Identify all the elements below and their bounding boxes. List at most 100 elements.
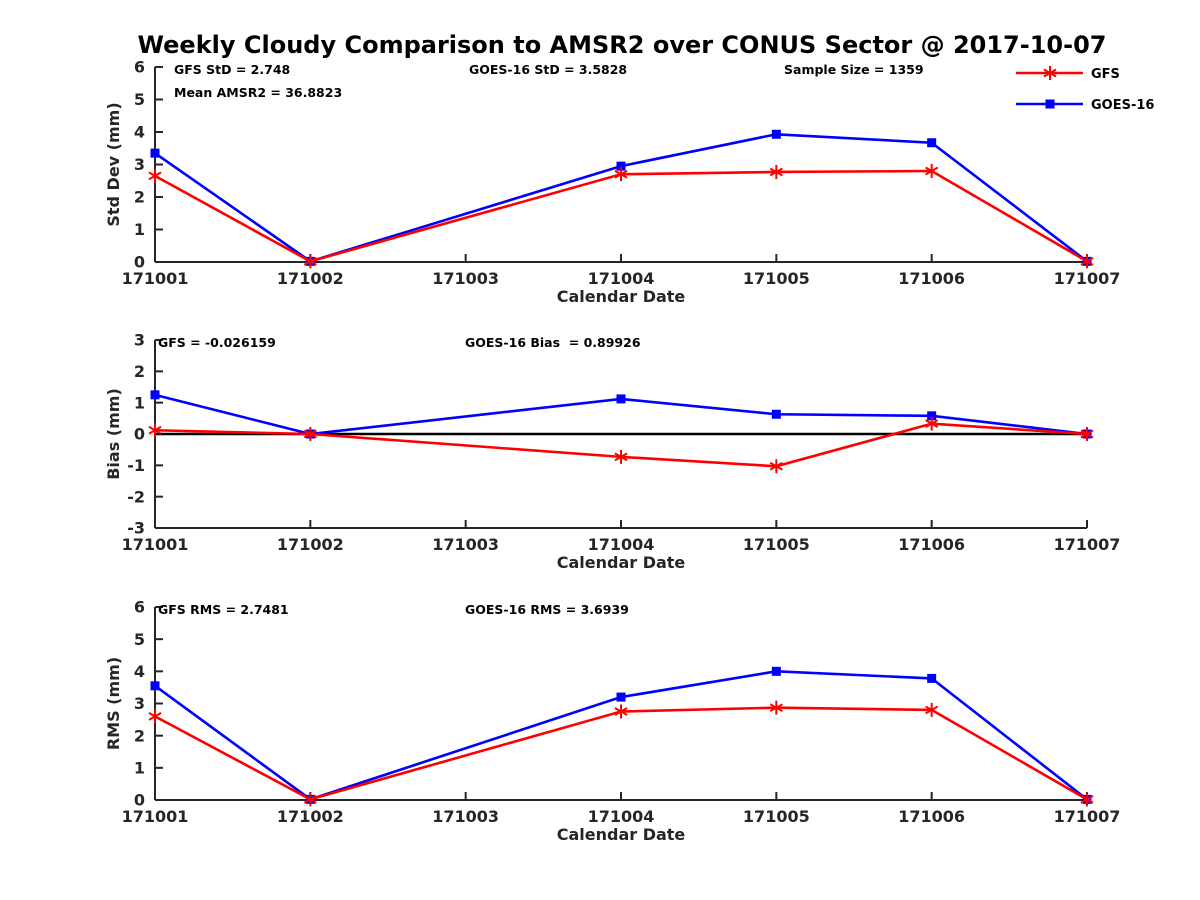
x-tick-label: 171003: [432, 807, 499, 826]
y-tick-label: 0: [134, 791, 145, 810]
stddev-subplot: 0 1 2 3 4 5 6 171001 171002 171003 171004 171005 171…: [104, 58, 1120, 306]
goes-16-series-line: [154, 132, 1088, 263]
rms-x-axis-label: Calendar Date: [557, 825, 686, 844]
rms-y-axis-label: RMS (mm): [104, 657, 123, 750]
figure-title: Weekly Cloudy Comparison to AMSR2 over C…: [137, 31, 1107, 59]
gfs-marker-asterisk: [1080, 427, 1094, 441]
gfs-marker-asterisk: [925, 164, 939, 178]
stddev-annotation: GFS StD = 2.748: [174, 62, 290, 77]
x-tick-label: 171007: [1054, 807, 1121, 826]
y-tick-label: 5: [134, 630, 145, 649]
stddev-y-axis-label: Std Dev (mm): [104, 102, 123, 226]
y-tick-label: -3: [127, 519, 145, 538]
gfs-marker-asterisk: [303, 427, 317, 441]
goes-16-marker-square: [771, 666, 781, 676]
goes-16-marker-square: [150, 390, 160, 400]
goes-16-marker-square: [616, 394, 626, 404]
gfs-legend-marker-asterisk: [1043, 66, 1057, 80]
x-tick-label: 171004: [588, 807, 655, 826]
x-tick-label: 171005: [743, 535, 810, 554]
bias-annotation: GOES-16 Bias = 0.89926: [465, 335, 641, 350]
goes-16-marker-square: [927, 411, 937, 421]
y-tick-label: 0: [134, 253, 145, 272]
legend-entry-goes-16: [1016, 99, 1083, 109]
legend-label-goes16: GOES-16: [1091, 98, 1154, 113]
x-tick-label: 171001: [122, 535, 189, 554]
gfs-series-line: [154, 706, 1088, 801]
x-tick-label: 171004: [588, 535, 655, 554]
goes-16-marker-square: [927, 673, 937, 683]
x-tick-label: 171003: [432, 269, 499, 288]
gfs-marker-asterisk: [303, 792, 317, 807]
y-tick-label: 4: [134, 123, 145, 142]
y-tick-label: 0: [134, 425, 145, 444]
y-tick-label: 4: [134, 662, 145, 681]
y-tick-label: -1: [127, 456, 145, 475]
y-tick-label: 5: [134, 90, 145, 109]
x-tick-label: 171007: [1054, 269, 1121, 288]
x-tick-label: 171003: [432, 535, 499, 554]
goes-16-marker-square: [150, 681, 160, 691]
gfs-series-line: [154, 169, 1088, 263]
legend-entry-gfs: [1016, 66, 1083, 80]
gfs-marker-asterisk: [614, 449, 628, 464]
gfs-marker-asterisk: [925, 416, 939, 431]
gfs-series-line: [154, 422, 1088, 468]
x-tick-label: 171005: [743, 807, 810, 826]
y-tick-label: 1: [134, 393, 145, 412]
y-tick-label: 1: [134, 220, 145, 239]
rms-annotation: GOES-16 RMS = 3.6939: [465, 602, 629, 617]
x-tick-label: 171006: [898, 535, 965, 554]
gfs-marker-asterisk: [769, 164, 783, 179]
y-tick-label: 2: [134, 726, 145, 745]
gfs-marker-asterisk: [614, 704, 628, 719]
gfs-marker-asterisk: [925, 702, 939, 717]
x-tick-label: 171006: [898, 807, 965, 826]
stddev-annotation: Mean AMSR2 = 36.8823: [174, 85, 342, 100]
y-tick-label: 6: [134, 58, 145, 77]
stddev-annotation: GOES-16 StD = 3.5828: [469, 62, 627, 77]
rms-annotation: GFS RMS = 2.7481: [158, 602, 289, 617]
goes-16-marker-square: [616, 161, 626, 171]
y-tick-label: 3: [134, 694, 145, 713]
gfs-marker-asterisk: [148, 168, 162, 183]
x-tick-label: 171004: [588, 269, 655, 288]
gfs-marker-asterisk: [614, 167, 628, 182]
gfs-marker-asterisk: [148, 423, 162, 438]
goes-16-marker-square: [771, 129, 781, 139]
y-tick-label: -2: [127, 487, 145, 506]
y-tick-label: 3: [134, 155, 145, 174]
goes-16-marker-square: [150, 148, 160, 158]
x-tick-label: 171007: [1054, 535, 1121, 554]
goes-16-legend-marker-square: [1045, 99, 1055, 109]
gfs-marker-asterisk: [148, 709, 162, 724]
goes-16-series-line: [154, 670, 1088, 801]
goes-16-series-line: [154, 393, 1088, 436]
bias-annotation: GFS = -0.026159: [158, 335, 276, 350]
gfs-marker-asterisk: [303, 254, 317, 269]
stddev-x-axis-label: Calendar Date: [557, 287, 686, 306]
goes-16-marker-square: [771, 409, 781, 419]
gfs-marker-asterisk: [1080, 792, 1094, 807]
x-tick-label: 171001: [122, 807, 189, 826]
x-tick-label: 171006: [898, 269, 965, 288]
gfs-marker-asterisk: [769, 700, 783, 715]
gfs-marker-asterisk: [769, 459, 783, 474]
goes-16-marker-square: [616, 692, 626, 702]
bias-subplot: -3 -2 -1 0 1 2 3 171001 171002 171003 171004 171005…: [104, 331, 1120, 572]
bias-y-axis-label: Bias (mm): [104, 388, 123, 480]
x-tick-label: 171002: [277, 269, 344, 288]
stddev-annotation: Sample Size = 1359: [784, 62, 924, 77]
x-tick-label: 171005: [743, 269, 810, 288]
rms-subplot: 0 1 2 3 4 5 6 171001 171002 171003 171004 171005 171…: [104, 598, 1120, 844]
goes-16-marker-square: [927, 138, 937, 148]
y-tick-label: 3: [134, 331, 145, 350]
legend-label-gfs: GFS: [1091, 67, 1120, 82]
y-tick-label: 1: [134, 758, 145, 777]
x-tick-label: 171002: [277, 807, 344, 826]
y-tick-label: 2: [134, 188, 145, 207]
x-tick-label: 171001: [122, 269, 189, 288]
bias-x-axis-label: Calendar Date: [557, 553, 686, 572]
